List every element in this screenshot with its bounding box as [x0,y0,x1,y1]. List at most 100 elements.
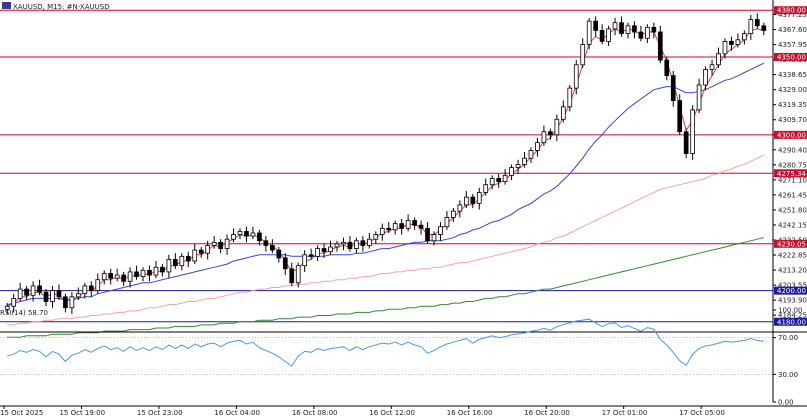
rsi-tick-label: 70.00 [778,334,798,342]
symbol-label: XAUUSD, M15: #N-XAUUSD [13,3,110,11]
price-axis[interactable]: 4377.254367.604357.954348.304338.654329.… [0,0,807,407]
candle-body [347,241,353,249]
candle-body [651,26,657,33]
candle-body [140,269,146,277]
price-tick-label: 4367.60 [778,26,807,34]
candle-body [192,249,198,262]
price-tick-label: 4309.70 [778,116,807,124]
candle-body [599,30,605,42]
candle-body [354,240,359,249]
level-tag [774,130,807,139]
candle-body [360,240,366,246]
time-axis: 15 Oct 2025 15 Oct 19:00 15 Oct 23:00 16 Oc… [0,406,725,417]
candle-body [716,53,721,66]
candle-body [82,285,88,295]
candle-body [470,196,476,204]
candle-body [43,291,49,302]
price-tick-label: 4338.65 [778,71,807,79]
moving-averages [6,28,765,338]
candle-body [179,255,185,267]
ma-line-2 [7,62,765,306]
candle-body [185,255,191,262]
candle-body [444,217,450,228]
candle-body [502,174,508,182]
candle-body [586,20,592,45]
candle-body [399,223,405,229]
candle-body [515,164,521,168]
candle-body [231,234,236,240]
candle-body [88,285,94,292]
candle-body [670,75,676,101]
candle-body [224,238,230,249]
price-tick-label: 4251.80 [778,206,807,214]
ma-line-4 [7,237,764,338]
candle-body [50,290,55,302]
candle-body [386,227,392,231]
candle-body [703,69,708,86]
candle-body [619,22,624,34]
candle-body [211,241,217,246]
price-tick-label: 4280.75 [778,161,807,169]
candle-body [334,243,340,248]
candle-body [476,192,482,204]
candle-body [748,19,754,34]
price-tick-label: 4213.20 [778,267,807,275]
candle-body [289,268,295,284]
candle-body [147,269,152,276]
candle-body [425,227,430,242]
price-tick-label: 4261.45 [778,191,807,199]
level-tag-label: 4200.00 [777,287,806,295]
candle-body [509,167,514,176]
candle-body [722,40,728,55]
chart-header: XAUUSD, M15: #N-XAUUSD [2,2,110,11]
candle-body [198,249,204,254]
time-tick-label: 16 Oct 08:00 [292,409,338,417]
candle-body [366,238,372,246]
ma-line-3 [7,154,765,326]
time-tick-label: 16 Oct 20:00 [524,409,570,417]
candle-body [56,290,62,298]
candle-body [108,273,114,279]
candle-body [573,64,579,89]
candle-body [522,157,527,165]
level-tag [774,6,807,15]
candle-body [528,150,534,159]
rsi-tick-label: 30.00 [778,371,798,379]
candle-body [302,254,308,267]
candle-body [101,273,107,281]
candle-body [308,254,314,257]
candle-body [160,266,165,273]
candle-body [632,25,637,33]
candle-body [121,274,126,282]
candle-body [244,231,249,237]
candle-body [625,25,631,34]
rsi-tick-label: 100.00 [778,307,803,315]
horizontal-levels [0,9,773,323]
candle-body [761,25,767,31]
rsi-line [7,318,764,367]
candle-body [438,226,443,235]
candle-body [418,224,424,229]
candle-body [612,22,618,30]
level-tag [774,286,807,295]
candlesticks [4,13,767,314]
candle-body [373,234,379,240]
price-tick-label: 4357.95 [778,41,807,49]
candle-body [431,234,437,242]
level-tag-label: 4180.00 [777,318,806,326]
candle-body [638,31,644,39]
candle-body [114,274,120,279]
candle-body [683,131,689,154]
time-tick-label: 15 Oct 2025 [0,409,43,417]
price-tick-label: 4222.85 [778,252,807,260]
candle-body [548,131,553,136]
time-tick-label: 15 Oct 19:00 [59,409,105,417]
candle-body [315,248,320,257]
candle-body [567,87,573,108]
candle-body [173,259,178,267]
candle-body [17,288,23,299]
price-tick-label: 4329.00 [778,86,807,94]
candle-body [218,241,223,249]
